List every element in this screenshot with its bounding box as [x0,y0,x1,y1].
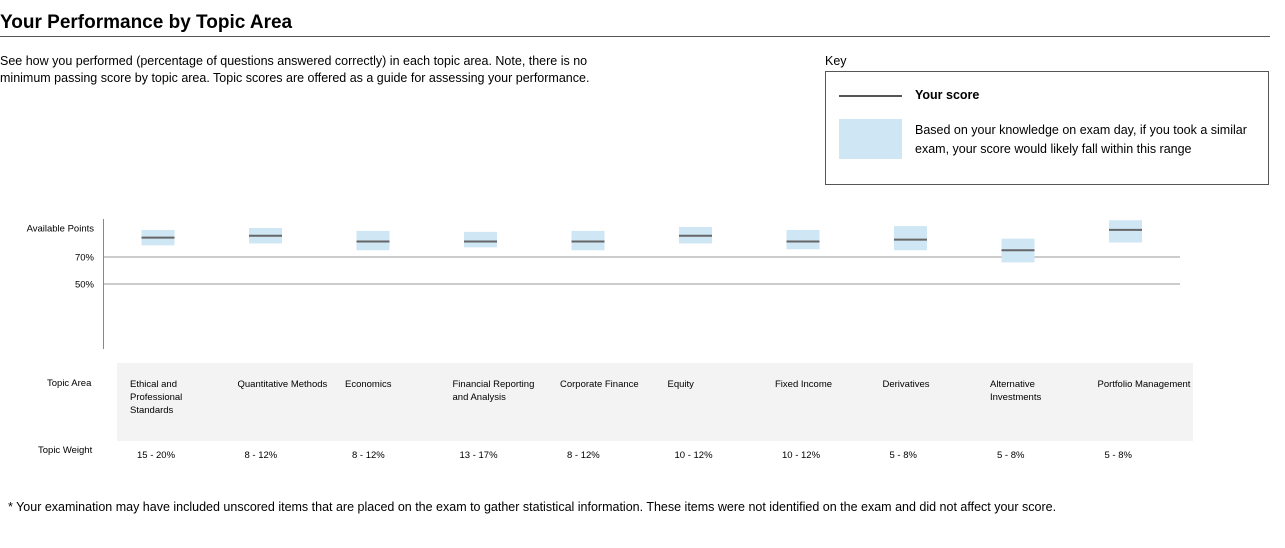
topic-name: Fixed Income [775,379,833,390]
y-tick-label: Available Points [27,224,95,235]
score-line-swatch [839,95,902,97]
topic-name: Ethical and Professional Standards [130,379,183,416]
page-title: Your Performance by Topic Area [0,12,293,33]
topic-name: Economics [345,379,392,390]
topic-name: Equity [667,379,694,390]
topic-name: Corporate Finance [560,379,639,390]
topic-weight: 8 - 12% [244,450,278,461]
title-divider [0,36,1270,37]
topic-area-band [117,363,1193,441]
intro-text: See how you performed (percentage of que… [0,54,590,85]
y-tick-label: 50% [75,280,95,291]
topic-name: Derivatives [882,379,930,390]
topic-name: Quantitative Methods [237,379,328,390]
key-score-label: Your score [915,88,980,102]
topic-weight: 15 - 20% [137,450,176,461]
topic-weight: 10 - 12% [782,450,821,461]
topic-weight: 5 - 8% [889,450,917,461]
topic-weight: 5 - 8% [997,450,1025,461]
key-legend: Your score Based on your knowledge on ex… [825,71,1269,185]
topic-weight: 8 - 12% [567,450,600,461]
topic-name: Alternative Investments [990,379,1042,403]
key-heading: Key [825,54,847,68]
score-range-box [464,231,497,248]
range-swatch [839,119,902,159]
score-range-box [894,226,927,251]
topic-weight-row-label: Topic Weight [38,445,93,456]
y-tick-label: 70% [75,253,95,264]
topic-weight: 13 - 17% [459,450,498,461]
score-range-box [786,229,820,250]
topic-weight: 8 - 12% [352,450,385,461]
topic-weight: 5 - 8% [1104,450,1132,461]
footnote: * Your examination may have included uns… [8,500,1057,514]
topic-weight: 10 - 12% [674,450,713,461]
score-range-chart: Available Points 70% 50% [27,219,1180,349]
topic-area-row-label: Topic Area [47,378,92,389]
topic-name: Portfolio Management [1097,379,1191,390]
topic-name: Financial Reporting and Analysis [452,379,535,403]
key-range-label: Based on your knowledge on exam day, if … [915,123,1247,156]
score-range-box [1109,220,1142,243]
